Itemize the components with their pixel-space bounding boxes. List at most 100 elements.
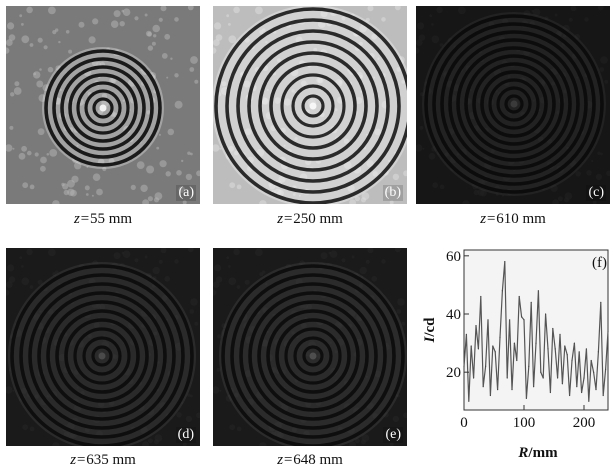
speckle (19, 256, 23, 260)
data-point (504, 261, 506, 263)
data-point (547, 348, 549, 350)
speckle (213, 386, 220, 394)
speckle (142, 199, 149, 204)
data-point (477, 348, 479, 350)
speckle (226, 256, 230, 260)
dark-fringe (46, 300, 158, 412)
speckle (532, 8, 541, 16)
dark-fringe (291, 84, 335, 128)
fringe-image-b: (b) (213, 6, 407, 204)
speckle (187, 6, 194, 11)
speckle (194, 321, 199, 326)
speckle (365, 375, 368, 378)
speckle (544, 16, 549, 21)
speckle (320, 10, 328, 18)
speckle (160, 6, 167, 12)
speckle (244, 279, 250, 285)
speckle (236, 184, 242, 190)
speckle (358, 41, 363, 46)
speckle (229, 424, 236, 431)
speckle (576, 76, 579, 79)
dark-fringe (456, 46, 572, 162)
speckle (255, 6, 263, 15)
speckle (490, 149, 495, 154)
speckle (233, 6, 240, 14)
speckle (59, 88, 62, 91)
data-point (530, 301, 532, 303)
speckle (367, 6, 374, 12)
speckle (574, 33, 581, 40)
data-point (571, 359, 573, 362)
data-point (566, 354, 568, 356)
dark-fringe (464, 54, 564, 154)
speckle (46, 153, 50, 156)
speckle (532, 99, 535, 102)
speckle (113, 10, 121, 18)
speckle (22, 424, 29, 431)
speckle (134, 258, 139, 263)
speckle (428, 152, 436, 160)
speckle (122, 99, 126, 102)
z-symbol: z= (70, 452, 87, 468)
speckle (439, 43, 444, 47)
speckle (568, 17, 573, 22)
speckle (294, 379, 298, 383)
center-spot (99, 104, 107, 112)
speckle (416, 39, 423, 46)
speckle (371, 33, 378, 40)
panel-tag-c: (c) (586, 185, 606, 201)
speckle (396, 67, 402, 72)
speckle (359, 24, 367, 33)
speckle (259, 442, 267, 446)
z-symbol: z= (73, 211, 90, 227)
speckle (21, 145, 27, 152)
speckle (349, 441, 356, 446)
speckle (29, 43, 34, 47)
data-point (588, 400, 590, 402)
speckle (93, 322, 100, 329)
dark-fringe (302, 345, 324, 367)
speckle (347, 69, 350, 72)
speckle (65, 30, 70, 34)
speckle (392, 415, 400, 423)
speckle (190, 394, 193, 398)
speckle (236, 426, 242, 432)
speckle (21, 35, 30, 44)
data-point (533, 386, 535, 388)
speckle (21, 277, 30, 286)
speckle (6, 39, 13, 46)
speckle (403, 412, 407, 419)
panel-tag-a: (a) (176, 185, 196, 201)
z-unit-d: mm (112, 452, 136, 468)
speckle (456, 153, 460, 156)
data-point (511, 389, 513, 391)
data-point (506, 377, 508, 379)
speckle (176, 170, 182, 176)
speckle (73, 369, 79, 375)
speckle (167, 128, 175, 136)
dark-fringe (68, 73, 138, 143)
panel-tag-e: (e) (383, 427, 403, 443)
speckle (87, 333, 92, 339)
speckle (158, 133, 161, 136)
data-point (549, 391, 551, 394)
data-point (595, 389, 597, 391)
speckle (119, 21, 125, 27)
data-point (485, 365, 487, 367)
x-axis-label: R/mm (517, 445, 558, 461)
speckle (501, 194, 504, 197)
speckle (292, 193, 296, 196)
fringe-image-a: (a) (6, 6, 200, 204)
speckle (588, 186, 596, 193)
speckle (156, 361, 160, 364)
data-point (590, 359, 592, 362)
speckle (190, 56, 198, 64)
speckle (176, 412, 182, 418)
speckle (266, 330, 269, 333)
speckle (76, 144, 79, 147)
speckle (47, 66, 54, 73)
speckle (298, 194, 301, 197)
speckle (228, 35, 237, 44)
fringe-rings-d (6, 248, 200, 446)
speckle (185, 415, 193, 423)
